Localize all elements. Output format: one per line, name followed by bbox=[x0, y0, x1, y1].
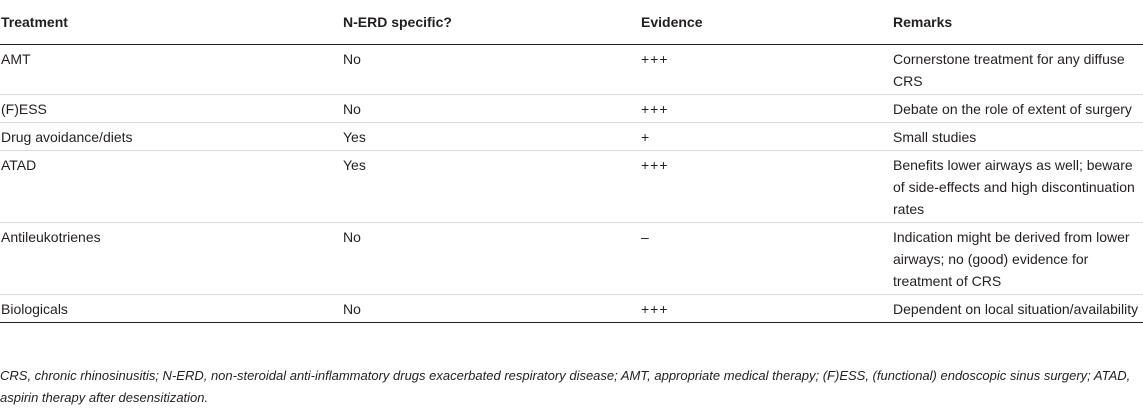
header-treatment: Treatment bbox=[0, 0, 342, 45]
cell-evidence: +++ bbox=[640, 150, 892, 223]
cell-remarks: Small studies bbox=[892, 122, 1143, 151]
cell-remarks: Dependent on local situation/availabilit… bbox=[892, 294, 1143, 323]
table-row: AMT No +++ Cornerstone treatment for any… bbox=[0, 44, 1143, 95]
cell-evidence: – bbox=[640, 222, 892, 295]
cell-specific: No bbox=[342, 222, 640, 295]
cell-specific: No bbox=[342, 94, 640, 123]
cell-specific: No bbox=[342, 294, 640, 323]
cell-specific: Yes bbox=[342, 150, 640, 223]
cell-treatment: ATAD bbox=[0, 150, 342, 223]
cell-treatment: Drug avoidance/diets bbox=[0, 122, 342, 151]
cell-remarks: Cornerstone treatment for any diffuse CR… bbox=[892, 44, 1143, 95]
cell-remarks: Debate on the role of extent of surgery bbox=[892, 94, 1143, 123]
table-footnote: CRS, chronic rhinosinusitis; N-ERD, non-… bbox=[0, 368, 1131, 405]
cell-remarks: Benefits lower airways as well; beware o… bbox=[892, 150, 1143, 223]
table-row: Drug avoidance/diets Yes + Small studies bbox=[0, 122, 1143, 151]
cell-treatment: Biologicals bbox=[0, 294, 342, 323]
header-nerd-specific: N-ERD specific? bbox=[342, 0, 640, 45]
table-row: ATAD Yes +++ Benefits lower airways as w… bbox=[0, 150, 1143, 223]
table-row: Biologicals No +++ Dependent on local si… bbox=[0, 294, 1143, 323]
cell-evidence: + bbox=[640, 122, 892, 151]
treatment-table: Treatment N-ERD specific? Evidence Remar… bbox=[0, 0, 1143, 323]
table-row: (F)ESS No +++ Debate on the role of exte… bbox=[0, 94, 1143, 123]
header-evidence: Evidence bbox=[640, 0, 892, 45]
cell-specific: Yes bbox=[342, 122, 640, 151]
header-remarks: Remarks bbox=[892, 0, 1143, 45]
cell-treatment: AMT bbox=[0, 44, 342, 95]
cell-treatment: Antileukotrienes bbox=[0, 222, 342, 295]
table-row: Antileukotrienes No – Indication might b… bbox=[0, 222, 1143, 295]
cell-evidence: +++ bbox=[640, 94, 892, 123]
table-header-row: Treatment N-ERD specific? Evidence Remar… bbox=[0, 0, 1143, 45]
cell-remarks: Indication might be derived from lower a… bbox=[892, 222, 1143, 295]
cell-treatment: (F)ESS bbox=[0, 94, 342, 123]
cell-evidence: +++ bbox=[640, 44, 892, 95]
cell-evidence: +++ bbox=[640, 294, 892, 323]
cell-specific: No bbox=[342, 44, 640, 95]
